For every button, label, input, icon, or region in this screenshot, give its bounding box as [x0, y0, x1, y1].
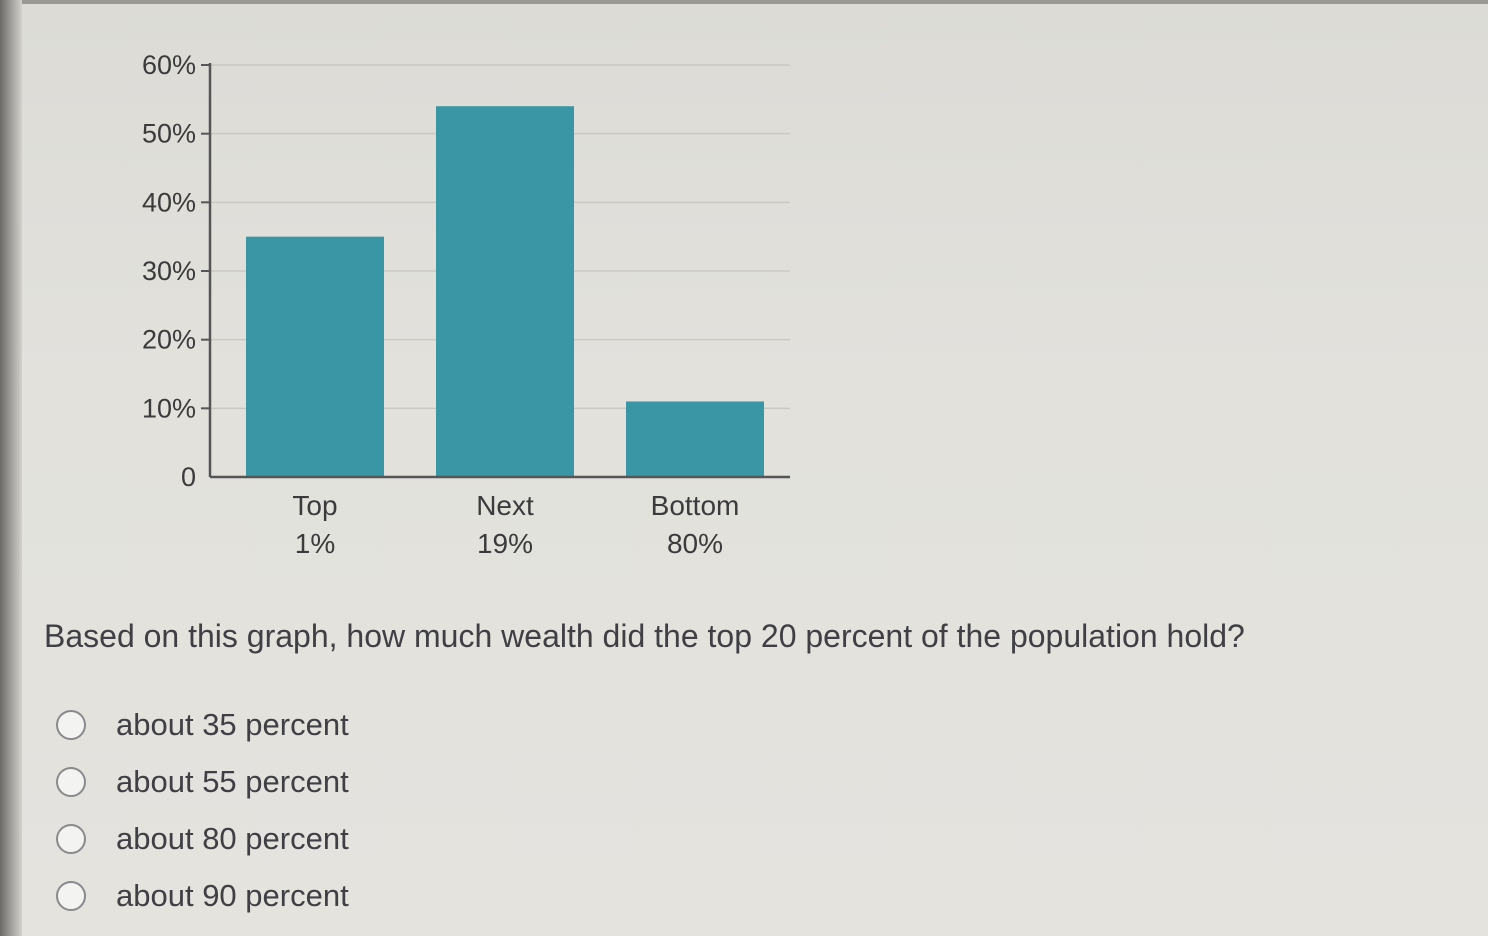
y-tick-label: 30%	[142, 256, 196, 286]
option-label: about 80 percent	[116, 820, 349, 856]
x-category-label: 1%	[295, 528, 335, 559]
x-category-labels: Top 1% Next 19% Bottom 80%	[292, 490, 739, 559]
y-tick-label: 60%	[142, 50, 196, 80]
option-about-35-percent[interactable]: about 35 percent	[56, 696, 349, 753]
y-tick-label: 10%	[142, 393, 196, 423]
option-label: about 35 percent	[116, 706, 349, 742]
y-tick-label: 40%	[142, 187, 196, 217]
x-category-label: 80%	[667, 528, 723, 559]
x-category-label: Next	[476, 490, 534, 521]
bar-1	[246, 236, 384, 477]
y-tick-label: 50%	[142, 119, 196, 149]
top-edge	[0, 0, 1488, 4]
y-tick-labels: 0 10% 20% 30% 40% 50% 60%	[142, 50, 196, 492]
answer-options: about 35 percent about 55 percent about …	[56, 696, 349, 924]
bars	[246, 106, 764, 477]
question-text: Based on this graph, how much wealth did…	[44, 618, 1245, 654]
y-tick-label: 0	[181, 462, 196, 492]
radio-button-icon[interactable]	[56, 823, 86, 854]
option-label: about 55 percent	[116, 763, 349, 799]
radio-button-icon[interactable]	[56, 766, 86, 797]
option-label: about 90 percent	[116, 877, 349, 913]
option-about-90-percent[interactable]: about 90 percent	[56, 867, 349, 924]
x-category-label: Top	[292, 490, 337, 521]
radio-button-icon[interactable]	[56, 880, 86, 911]
radio-button-icon[interactable]	[56, 709, 86, 740]
bar-2	[436, 106, 574, 477]
option-about-80-percent[interactable]: about 80 percent	[56, 810, 349, 867]
bar-chart: 0 10% 20% 30% 40% 50% 60% Top 1% Next 19% Bottom 80…	[142, 50, 790, 559]
axes	[201, 63, 790, 479]
x-category-label: 19%	[477, 528, 533, 559]
bar-3	[626, 401, 764, 477]
y-tick-label: 20%	[142, 325, 196, 355]
left-edge	[0, 0, 22, 936]
option-about-55-percent[interactable]: about 55 percent	[56, 753, 349, 810]
x-category-label: Bottom	[651, 490, 740, 521]
